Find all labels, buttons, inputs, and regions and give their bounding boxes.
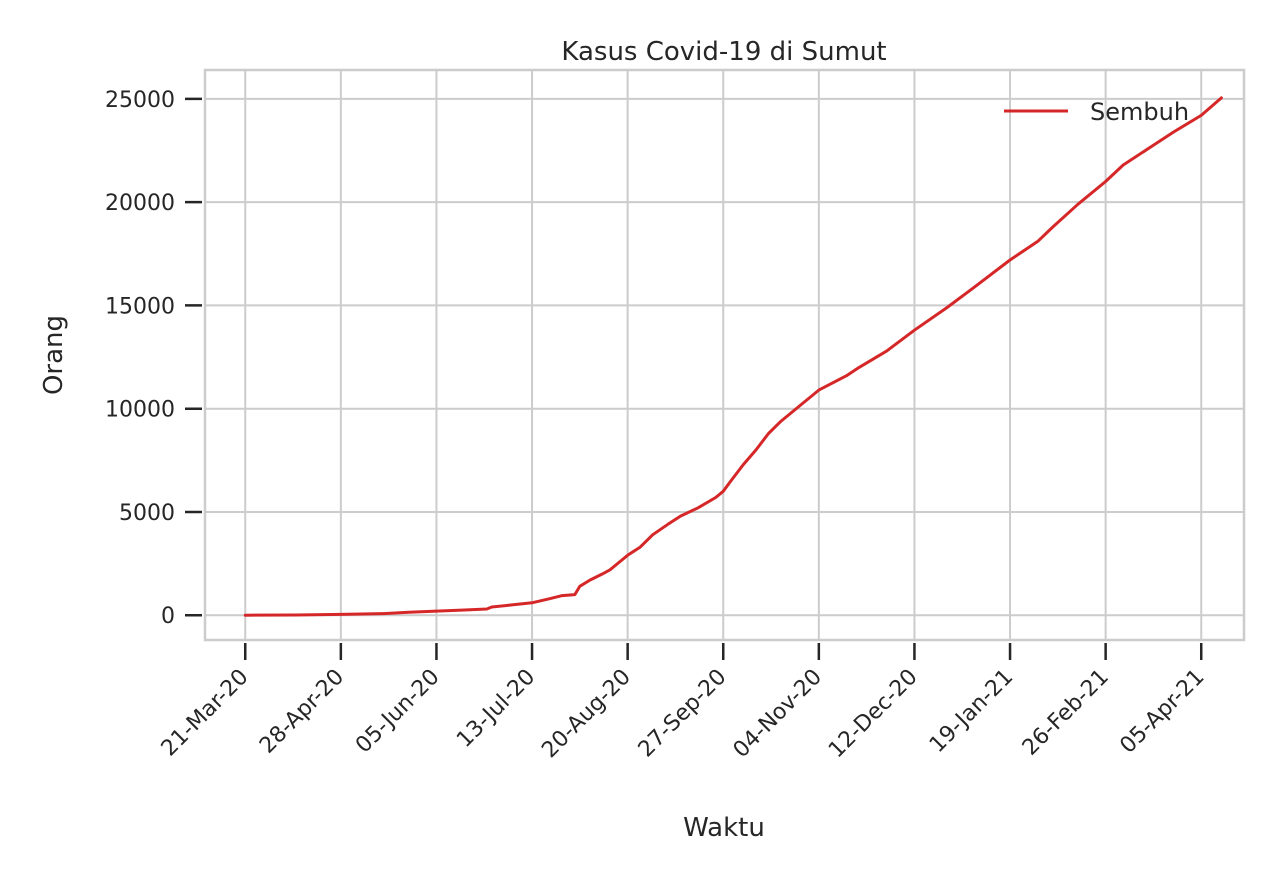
x-axis: 21-Mar-20 28-Apr-20 05-Jun-20 13-Jul-2020-A…: [157, 643, 1209, 764]
plot-frame: [203, 68, 1246, 642]
x-tick-label: 21-Mar-20: [157, 665, 254, 762]
x-tick-label: 28-Apr-20: [255, 665, 349, 759]
x-tick-label: 12-Dec-20: [824, 665, 923, 764]
y-tick-label: 10000: [105, 398, 175, 423]
legend-label: Sembuh: [1090, 98, 1189, 126]
series-line-sembuh: [243, 96, 1223, 617]
series-layer: [243, 96, 1223, 617]
y-axis-label: Orang: [39, 315, 69, 395]
y-tick-label: 25000: [105, 88, 175, 113]
x-tick-label: 13-Jul-20: [452, 665, 540, 753]
chart-title: Kasus Covid-19 di Sumut: [561, 37, 886, 67]
y-tick-label: 20000: [105, 191, 175, 216]
x-axis-label: Waktu: [683, 813, 765, 843]
x-tick-label: 05-Jun-20: [351, 665, 445, 759]
x-tick-label: 19-Jan-21: [925, 665, 1018, 758]
grid: [205, 70, 1244, 640]
x-tick-label: 27-Sep-20: [634, 665, 732, 763]
x-tick-label: 04-Nov-20: [729, 665, 827, 763]
legend: Sembuh: [1004, 98, 1189, 126]
y-tick-label: 0: [161, 604, 175, 629]
y-tick-label: 5000: [119, 501, 175, 526]
x-tick-label: 05-Apr-21: [1115, 665, 1209, 759]
x-tick-label: 26-Feb-21: [1018, 665, 1114, 761]
x-tick-label: 20-Aug-20: [537, 665, 636, 764]
y-axis: 0 5000 10000 15000 20000 25000: [105, 88, 202, 629]
y-tick-label: 15000: [105, 294, 175, 319]
